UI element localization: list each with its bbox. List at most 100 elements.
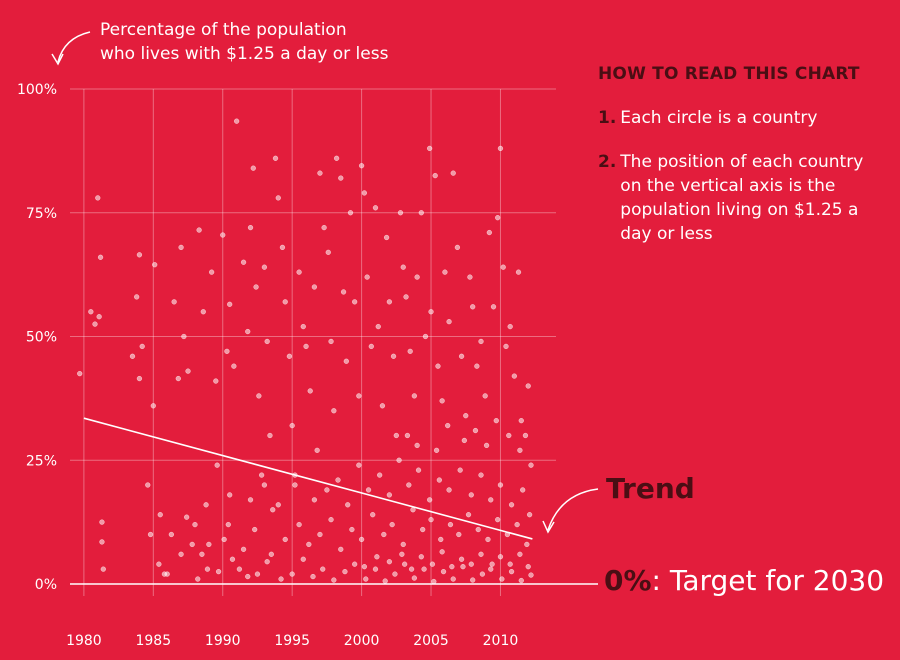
country-point	[203, 502, 209, 508]
country-point	[418, 210, 424, 216]
country-point	[439, 398, 445, 404]
country-point	[458, 353, 465, 359]
x-tick-label: 2000	[344, 633, 380, 649]
country-point	[286, 353, 292, 359]
country-point	[192, 521, 198, 528]
country-point	[259, 472, 265, 478]
country-point	[528, 462, 534, 468]
country-point	[325, 249, 331, 255]
country-point	[296, 269, 302, 275]
country-point	[334, 155, 340, 161]
country-point	[456, 531, 462, 538]
country-point	[427, 497, 433, 503]
country-point	[181, 333, 187, 340]
country-point	[479, 571, 486, 577]
country-point	[525, 564, 531, 570]
country-point	[364, 274, 370, 280]
country-point	[311, 497, 317, 503]
country-point	[97, 254, 104, 260]
country-point	[99, 539, 105, 545]
country-point	[328, 517, 334, 523]
country-point	[432, 173, 438, 179]
country-point	[247, 497, 254, 503]
country-point	[414, 274, 420, 280]
country-point	[157, 512, 163, 518]
country-point	[408, 566, 415, 572]
country-point	[314, 447, 320, 453]
country-point	[406, 482, 412, 488]
country-point	[497, 145, 504, 152]
country-point	[386, 299, 392, 305]
x-tick-label: 1980	[66, 633, 102, 649]
country-point	[428, 517, 434, 523]
trend-arrow	[547, 488, 599, 531]
country-point	[256, 393, 262, 399]
country-point	[415, 467, 422, 473]
country-point	[300, 324, 306, 330]
country-point	[292, 482, 298, 488]
country-point	[390, 353, 397, 359]
country-point	[400, 541, 406, 548]
country-point	[396, 457, 402, 463]
country-point	[445, 423, 451, 429]
country-point	[272, 155, 279, 161]
country-point	[289, 423, 295, 429]
country-point	[435, 363, 441, 369]
country-point	[324, 487, 330, 493]
trend-line	[83, 417, 533, 540]
y-tick-label: 25%	[26, 453, 57, 469]
y-tick-label: 75%	[26, 206, 57, 222]
country-point	[517, 447, 523, 453]
country-point	[278, 576, 284, 582]
country-point	[499, 576, 505, 582]
country-point	[236, 566, 243, 572]
country-point	[264, 338, 270, 345]
country-point	[88, 309, 94, 315]
country-point	[450, 170, 456, 176]
country-point	[227, 492, 233, 498]
country-point	[96, 314, 102, 320]
country-point	[470, 304, 476, 310]
country-point	[439, 549, 445, 555]
country-point	[338, 175, 344, 181]
country-point	[514, 521, 520, 528]
country-point	[331, 577, 337, 583]
country-point	[478, 551, 484, 557]
country-point	[168, 531, 174, 538]
country-point	[461, 437, 467, 444]
country-point	[497, 554, 504, 560]
country-point	[204, 566, 211, 572]
country-point	[402, 561, 408, 567]
country-point	[195, 576, 201, 582]
country-point	[507, 561, 513, 567]
country-point	[500, 264, 506, 270]
x-tick-label: 1985	[135, 633, 171, 649]
country-point	[310, 573, 316, 580]
country-point	[225, 521, 231, 528]
country-point	[508, 569, 515, 575]
data-points	[77, 118, 534, 585]
country-point	[145, 482, 151, 488]
country-point	[468, 492, 474, 498]
country-point	[349, 526, 355, 533]
country-point	[468, 561, 474, 567]
country-point	[253, 284, 259, 290]
country-point	[359, 163, 365, 169]
country-point	[447, 521, 454, 528]
trend-arrowhead	[542, 520, 555, 534]
country-point	[220, 232, 226, 238]
country-point	[306, 541, 312, 548]
country-point	[345, 502, 351, 508]
country-point	[379, 403, 386, 409]
country-point	[152, 262, 158, 268]
country-point	[372, 566, 379, 572]
x-tick-label: 2005	[413, 633, 449, 649]
country-point	[317, 170, 323, 176]
country-point	[171, 299, 177, 305]
country-point	[303, 343, 309, 350]
country-point	[150, 403, 156, 409]
country-point	[289, 571, 295, 577]
country-point	[185, 368, 191, 374]
country-point	[518, 577, 524, 584]
